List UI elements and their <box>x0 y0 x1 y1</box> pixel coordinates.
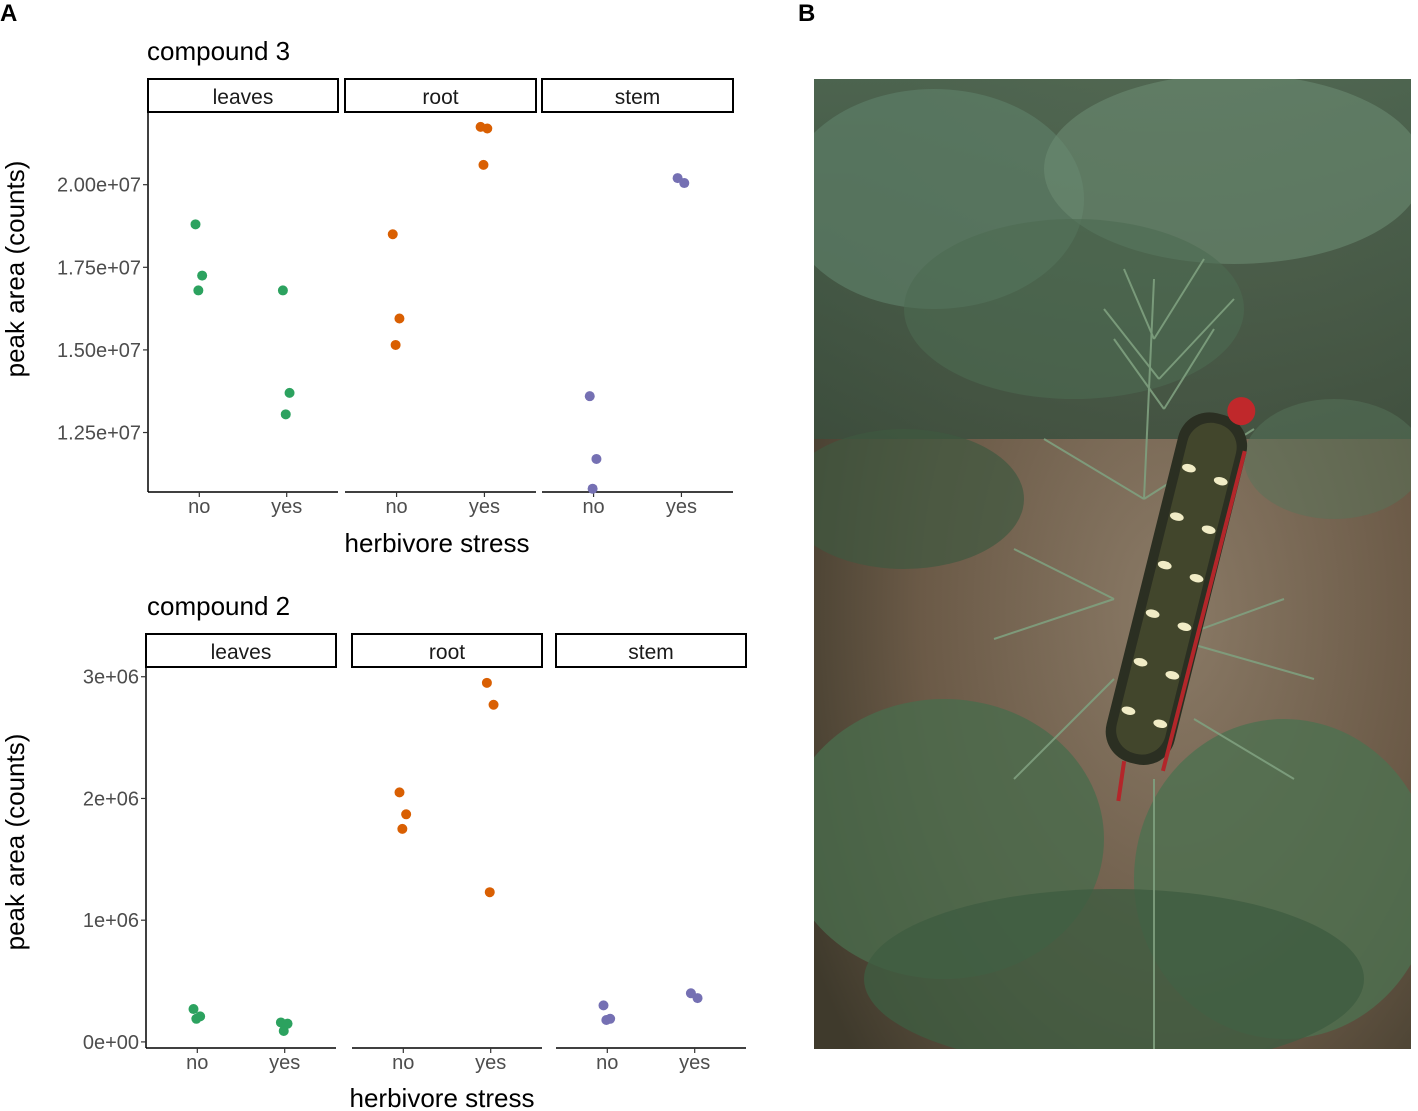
x-tick-label: no <box>596 1052 618 1074</box>
data-point-root-yes <box>482 123 493 134</box>
y-tick-label: 0e+00 <box>83 1032 139 1054</box>
faceted-scatter-charts: 1.25e+07 1.50e+07 1.75e+07 2.00e+07 peak are… <box>0 78 747 1111</box>
x-tick-label: yes <box>271 496 302 518</box>
facet-label-root: root <box>422 86 458 109</box>
x-axis-label: herbivore stress <box>345 528 530 558</box>
data-point-leaves-no <box>188 1004 199 1015</box>
y-tick-label: 1e+06 <box>83 910 139 932</box>
data-point-stem-no <box>591 453 602 464</box>
panel-label-a: A <box>0 0 18 27</box>
data-point-root-yes <box>488 699 499 710</box>
data-point-stem-no <box>587 483 598 494</box>
x-tick-label: yes <box>269 1052 300 1074</box>
facet-label-leaves: leaves <box>213 86 274 109</box>
data-point-root-no <box>394 313 405 324</box>
data-point-leaves-yes <box>277 285 288 296</box>
data-point-leaves-no <box>190 219 201 230</box>
facet-label-leaves: leaves <box>211 641 272 664</box>
facet-label-root: root <box>429 641 465 664</box>
data-point-root-no <box>394 787 405 798</box>
x-axis-label: herbivore stress <box>350 1083 535 1111</box>
data-point-stem-no <box>584 391 595 402</box>
data-point-stem-yes <box>679 178 690 189</box>
chart-title-compound-2: compound 2 <box>147 591 291 621</box>
y-axis-label: peak area (counts) <box>0 161 30 378</box>
data-point-root-yes <box>478 159 489 170</box>
data-point-root-no <box>390 339 401 350</box>
y-tick-label: 1.50e+07 <box>57 340 141 362</box>
x-tick-label: yes <box>475 1052 506 1074</box>
x-tick-label: no <box>582 496 604 518</box>
facet-strip-leaves <box>147 78 339 113</box>
caterpillar-photo <box>814 79 1411 1049</box>
y-tick-label: 2.00e+07 <box>57 175 141 197</box>
facet-strip-root <box>351 633 543 668</box>
data-point-leaves-yes <box>280 409 291 420</box>
y-tick-label: 1.25e+07 <box>57 423 141 445</box>
y-tick-label: 2e+06 <box>83 788 139 810</box>
data-point-root-no <box>387 229 398 240</box>
y-axis-label: peak area (counts) <box>0 734 30 951</box>
data-point-leaves-no <box>191 1013 202 1024</box>
x-tick-label: no <box>188 496 210 518</box>
data-point-root-yes <box>481 677 492 688</box>
facet-strip-stem <box>555 633 747 668</box>
data-point-stem-no <box>598 1000 609 1011</box>
data-point-root-no <box>401 809 412 820</box>
x-tick-label: no <box>385 496 407 518</box>
facet-label-stem: stem <box>628 641 674 664</box>
x-tick-label: no <box>392 1052 414 1074</box>
data-point-stem-no <box>601 1015 612 1026</box>
data-point-root-yes <box>484 887 495 898</box>
facet-label-stem: stem <box>615 86 661 109</box>
data-point-leaves-yes <box>278 1025 289 1036</box>
x-tick-label: yes <box>469 496 500 518</box>
y-tick-label: 3e+06 <box>83 667 139 689</box>
data-point-stem-yes <box>692 993 703 1004</box>
facet-strip-root <box>344 78 537 113</box>
panel-label-b: B <box>798 0 816 27</box>
x-tick-label: yes <box>679 1052 710 1074</box>
x-tick-label: no <box>186 1052 208 1074</box>
y-tick-label: 1.75e+07 <box>57 257 141 279</box>
data-point-root-no <box>397 823 408 834</box>
data-point-leaves-no <box>197 270 208 281</box>
facet-strip-leaves <box>145 633 337 668</box>
data-point-leaves-yes <box>284 387 295 398</box>
data-point-leaves-no <box>193 285 204 296</box>
chart-title-compound-3: compound 3 <box>147 36 291 66</box>
x-tick-label: yes <box>666 496 697 518</box>
facet-strip-stem <box>541 78 734 113</box>
